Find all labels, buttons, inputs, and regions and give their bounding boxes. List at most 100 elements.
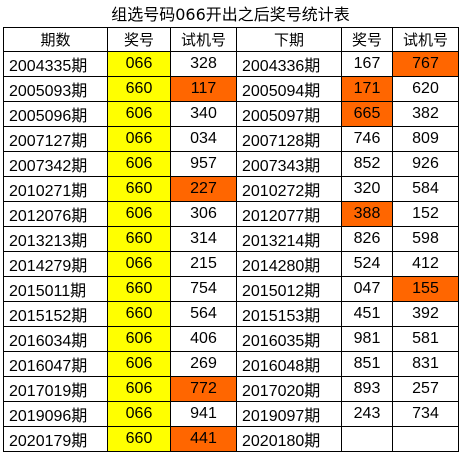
trial-cell: 941 — [170, 401, 237, 427]
table-row: 2007127期 066 034 2007128期 746 809 — [3, 126, 459, 152]
period-cell: 2004335期 — [3, 51, 108, 77]
award-cell: 606 — [107, 151, 171, 177]
award-cell: 066 — [107, 251, 171, 277]
trial-cell: 772 — [170, 376, 237, 402]
trial-cell: 328 — [170, 51, 237, 77]
table-row: 2016047期 606 269 2016048期 851 831 — [3, 351, 459, 377]
next-trial-cell — [392, 426, 459, 452]
next-award-cell: 167 — [341, 51, 393, 77]
table-row: 2017019期 606 772 2017020期 893 257 — [3, 376, 459, 402]
next-award-cell: 451 — [341, 301, 393, 327]
period-cell: 2005093期 — [3, 76, 108, 102]
next-period-cell: 2019097期 — [236, 401, 342, 427]
period-cell: 2005096期 — [3, 101, 108, 127]
next-trial-cell: 257 — [392, 376, 459, 402]
trial-cell: 227 — [170, 176, 237, 202]
award-cell: 660 — [107, 276, 171, 302]
table-row: 2015152期 660 564 2015153期 451 392 — [3, 301, 459, 327]
period-cell: 2012076期 — [3, 201, 108, 227]
next-trial-cell: 926 — [392, 151, 459, 177]
next-trial-cell: 831 — [392, 351, 459, 377]
next-trial-cell: 152 — [392, 201, 459, 227]
table-row: 2020179期 660 441 2020180期 — [3, 426, 459, 452]
table-row: 2004335期 066 328 2004336期 167 767 — [3, 51, 459, 77]
table-row: 2019096期 066 941 2019097期 243 734 — [3, 401, 459, 427]
period-cell: 2014279期 — [3, 251, 108, 277]
next-period-cell: 2010272期 — [236, 176, 342, 202]
next-trial-cell: 412 — [392, 251, 459, 277]
stats-sheet: 组选号码066开出之后奖号统计表 期数 奖号 试机号 下期 奖号 试机号 200… — [3, 2, 459, 452]
period-cell: 2010271期 — [3, 176, 108, 202]
next-period-cell: 2007343期 — [236, 151, 342, 177]
next-period-cell: 2004336期 — [236, 51, 342, 77]
period-cell: 2015011期 — [3, 276, 108, 302]
award-cell: 066 — [107, 126, 171, 152]
trial-cell: 034 — [170, 126, 237, 152]
table-row: 2012076期 606 306 2012077期 388 152 — [3, 201, 459, 227]
trial-cell: 406 — [170, 326, 237, 352]
next-period-cell: 2014280期 — [236, 251, 342, 277]
award-cell: 660 — [107, 426, 171, 452]
table-row: 2005093期 660 117 2005094期 171 620 — [3, 76, 459, 102]
next-period-cell: 2017020期 — [236, 376, 342, 402]
next-period-cell: 2016048期 — [236, 351, 342, 377]
next-trial-cell: 382 — [392, 101, 459, 127]
header-next-period: 下期 — [236, 27, 342, 52]
header-award: 奖号 — [107, 27, 171, 52]
next-trial-cell: 809 — [392, 126, 459, 152]
next-award-cell: 320 — [341, 176, 393, 202]
next-award-cell: 665 — [341, 101, 393, 127]
table-row: 2007342期 606 957 2007343期 852 926 — [3, 151, 459, 177]
table-body: 2004335期 066 328 2004336期 167 767 2005093期 660 1… — [3, 51, 459, 452]
next-award-cell: 851 — [341, 351, 393, 377]
header-row: 期数 奖号 试机号 下期 奖号 试机号 — [3, 27, 459, 52]
award-cell: 660 — [107, 301, 171, 327]
trial-cell: 564 — [170, 301, 237, 327]
table-row: 2014279期 066 215 2014280期 524 412 — [3, 251, 459, 277]
award-cell: 660 — [107, 176, 171, 202]
trial-cell: 306 — [170, 201, 237, 227]
trial-cell: 441 — [170, 426, 237, 452]
period-cell: 2007127期 — [3, 126, 108, 152]
period-cell: 2007342期 — [3, 151, 108, 177]
award-cell: 066 — [107, 401, 171, 427]
period-cell: 2020179期 — [3, 426, 108, 452]
table-row: 2005096期 606 340 2005097期 665 382 — [3, 101, 459, 127]
next-trial-cell: 767 — [392, 51, 459, 77]
next-award-cell: 746 — [341, 126, 393, 152]
period-cell: 2017019期 — [3, 376, 108, 402]
trial-cell: 957 — [170, 151, 237, 177]
period-cell: 2016047期 — [3, 351, 108, 377]
next-award-cell: 981 — [341, 326, 393, 352]
next-award-cell — [341, 426, 393, 452]
table-row: 2015011期 660 754 2015012期 047 155 — [3, 276, 459, 302]
trial-cell: 340 — [170, 101, 237, 127]
next-award-cell: 388 — [341, 201, 393, 227]
next-trial-cell: 598 — [392, 226, 459, 252]
table-row: 2016034期 606 406 2016035期 981 581 — [3, 326, 459, 352]
award-cell: 606 — [107, 351, 171, 377]
next-award-cell: 524 — [341, 251, 393, 277]
next-award-cell: 047 — [341, 276, 393, 302]
trial-cell: 269 — [170, 351, 237, 377]
header-next-trial: 试机号 — [392, 27, 459, 52]
next-period-cell: 2015012期 — [236, 276, 342, 302]
next-period-cell: 2005094期 — [236, 76, 342, 102]
next-period-cell: 2005097期 — [236, 101, 342, 127]
stats-table: 期数 奖号 试机号 下期 奖号 试机号 2004335期 066 328 200433… — [3, 27, 459, 452]
period-cell: 2015152期 — [3, 301, 108, 327]
next-period-cell: 2015153期 — [236, 301, 342, 327]
next-period-cell: 2012077期 — [236, 201, 342, 227]
header-trial: 试机号 — [170, 27, 237, 52]
trial-cell: 215 — [170, 251, 237, 277]
header-next-award: 奖号 — [341, 27, 393, 52]
award-cell: 606 — [107, 326, 171, 352]
next-period-cell: 2020180期 — [236, 426, 342, 452]
table-row: 2010271期 660 227 2010272期 320 584 — [3, 176, 459, 202]
award-cell: 066 — [107, 51, 171, 77]
next-trial-cell: 620 — [392, 76, 459, 102]
period-cell: 2016034期 — [3, 326, 108, 352]
period-cell: 2013213期 — [3, 226, 108, 252]
next-trial-cell: 392 — [392, 301, 459, 327]
next-award-cell: 826 — [341, 226, 393, 252]
